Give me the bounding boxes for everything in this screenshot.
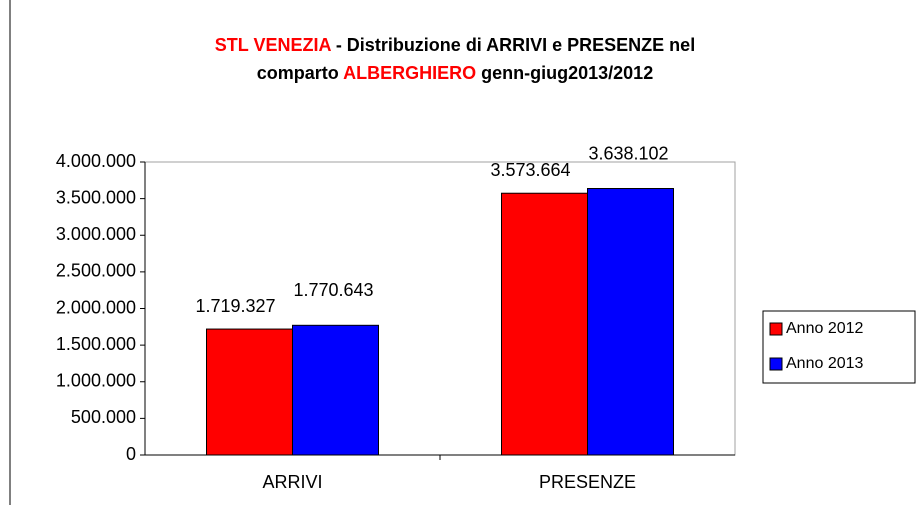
bar <box>206 328 293 456</box>
y-tick-label: 4.000.000 <box>56 151 136 171</box>
title-segment: comparto <box>257 63 343 83</box>
title-segment: genn-giug2013/2012 <box>476 63 653 83</box>
bar <box>501 192 588 456</box>
value-label: 1.719.327 <box>195 296 275 316</box>
x-tick-label: PRESENZE <box>539 472 636 492</box>
y-tick-label: 3.500.000 <box>56 187 136 207</box>
legend-label: Anno 2012 <box>786 320 864 337</box>
title-segment: ALBERGHIERO <box>343 63 476 83</box>
y-tick-label: 0 <box>126 444 136 464</box>
y-tick-label: 3.000.000 <box>56 224 136 244</box>
chart-title: comparto ALBERGHIERO genn-giug2013/2012 <box>257 63 653 83</box>
legend-swatch <box>769 357 783 371</box>
title-segment: - Distribuzione di ARRIVI e PRESENZE nel <box>331 35 695 55</box>
value-label: 3.573.664 <box>490 160 570 180</box>
chart-title: STL VENEZIA - Distribuzione di ARRIVI e … <box>215 35 695 55</box>
y-tick-label: 1.000.000 <box>56 371 136 391</box>
bar <box>587 188 674 456</box>
y-tick-label: 2.000.000 <box>56 297 136 317</box>
y-tick-label: 2.500.000 <box>56 261 136 281</box>
value-label: 1.770.643 <box>293 280 373 300</box>
legend-label: Anno 2013 <box>786 355 864 372</box>
y-tick-label: 1.500.000 <box>56 334 136 354</box>
bar <box>292 324 379 456</box>
y-tick-label: 500.000 <box>71 407 136 427</box>
legend-box <box>762 310 916 384</box>
value-label: 3.638.102 <box>588 143 668 163</box>
x-tick-label: ARRIVI <box>262 472 322 492</box>
title-segment: STL VENEZIA <box>215 35 332 55</box>
legend-swatch <box>769 322 783 336</box>
